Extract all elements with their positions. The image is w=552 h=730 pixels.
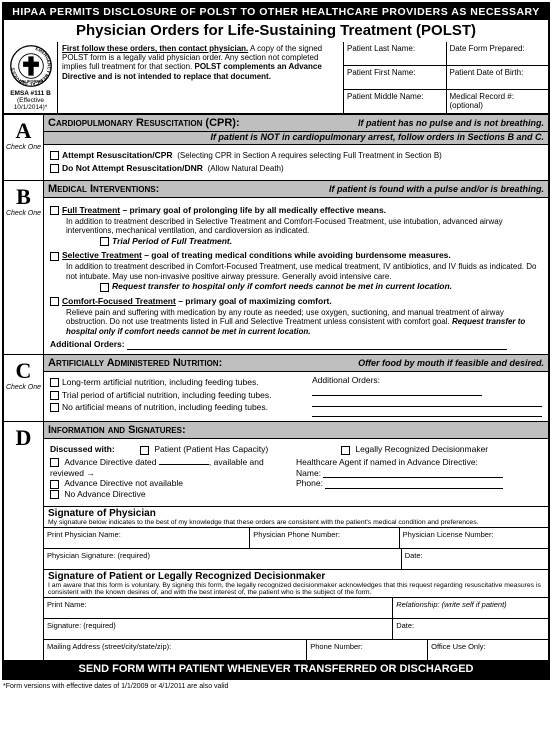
emsa-block: EMERGENCY MEDICAL SERVICES CALIFORNIA EM… [4, 42, 58, 113]
no-ad-checkbox[interactable] [50, 490, 59, 499]
patient-last[interactable]: Patient Last Name: [344, 42, 447, 65]
section-c: CCheck One Artificially Administered Nut… [4, 354, 548, 422]
request-transfer-checkbox[interactable] [100, 283, 109, 292]
dnr-checkbox[interactable] [50, 164, 59, 173]
patient-first[interactable]: Patient First Name: [344, 66, 447, 89]
hipaa-bar: HIPAA PERMITS DISCLOSURE OF POLST TO OTH… [4, 4, 548, 20]
phys-license[interactable]: Physician License Number: [400, 528, 548, 548]
phys-phone[interactable]: Physician Phone Number: [250, 528, 399, 548]
form-title: Physician Orders for Life-Sustaining Tre… [4, 20, 548, 42]
pt-address[interactable]: Mailing Address (street/city/state/zip): [44, 640, 307, 660]
longterm-nutrition-checkbox[interactable] [50, 378, 59, 387]
cpr-attempt-checkbox[interactable] [50, 151, 59, 160]
b-additional-orders[interactable] [127, 349, 507, 350]
hc-phone[interactable] [325, 488, 503, 489]
phys-date[interactable]: Date: [402, 549, 548, 569]
header: Physician Orders for Life-Sustaining Tre… [4, 20, 548, 114]
patient-capacity-checkbox[interactable] [140, 446, 149, 455]
no-nutrition-checkbox[interactable] [50, 403, 59, 412]
instructions: First follow these orders, then contact … [58, 42, 343, 113]
physician-signature: Signature of Physician My signature belo… [44, 506, 548, 569]
date-prepared[interactable]: Date Form Prepared: [447, 42, 549, 65]
pt-name[interactable]: Print Name: [44, 598, 393, 618]
ad-dated-checkbox[interactable] [50, 458, 59, 467]
section-a: ACheck One Cardiopulmonary Resuscitation… [4, 114, 548, 180]
legal-decisionmaker-checkbox[interactable] [341, 446, 350, 455]
pt-date[interactable]: Date: [393, 619, 548, 639]
pt-sig[interactable]: Signature: (required) [44, 619, 393, 639]
emsa-eff: (Effective 10/1/2014)* [5, 97, 56, 111]
emsa-code: EMSA #111 B [5, 90, 56, 97]
phys-sig[interactable]: Physician Signature: (required) [44, 549, 402, 569]
office-use[interactable]: Office Use Only: [428, 640, 548, 660]
ad-na-checkbox[interactable] [50, 480, 59, 489]
phys-name[interactable]: Print Physician Name: [44, 528, 250, 548]
selective-treatment-checkbox[interactable] [50, 252, 59, 261]
trial-full-checkbox[interactable] [100, 237, 109, 246]
medical-record[interactable]: Medical Record #: (optional) [447, 90, 549, 113]
trial-nutrition-checkbox[interactable] [50, 391, 59, 400]
emsa-seal-icon: EMERGENCY MEDICAL SERVICES CALIFORNIA [9, 44, 53, 88]
c-additional-orders[interactable] [312, 395, 482, 396]
polst-form: HIPAA PERMITS DISCLOSURE OF POLST TO OTH… [2, 2, 550, 680]
svg-text:CALIFORNIA: CALIFORNIA [18, 79, 43, 84]
patient-dob[interactable]: Patient Date of Birth: [447, 66, 549, 89]
comfort-treatment-checkbox[interactable] [50, 297, 59, 306]
full-treatment-checkbox[interactable] [50, 206, 59, 215]
section-d: D Information and Signatures: Discussed … [4, 421, 548, 660]
patient-middle[interactable]: Patient Middle Name: [344, 90, 447, 113]
section-b: BCheck One Medical Interventions:If pati… [4, 180, 548, 354]
pt-phone[interactable]: Phone Number: [307, 640, 428, 660]
send-bar: SEND FORM WITH PATIENT WHENEVER TRANSFER… [4, 660, 548, 678]
patient-signature: Signature of Patient or Legally Recogniz… [44, 569, 548, 660]
footnote: *Form versions with effective dates of 1… [0, 682, 552, 691]
patient-info: Patient Last Name:Date Form Prepared: Pa… [343, 42, 548, 113]
pt-relationship[interactable]: Relationship: (write self if patient) [393, 598, 548, 618]
